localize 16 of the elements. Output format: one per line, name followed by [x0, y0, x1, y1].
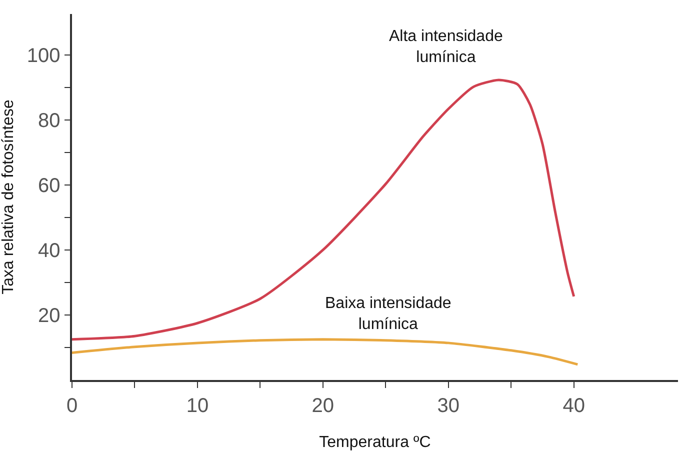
series-label: Alta intensidade lumínica [389, 28, 503, 66]
x-tick-label: 20 [312, 394, 334, 417]
x-tick-label: 30 [437, 394, 460, 417]
y-tick-label: 20 [38, 304, 60, 327]
line-series [72, 338, 579, 366]
x-tick-label: 10 [186, 394, 209, 417]
y-axis-title: Taxa relativa de fotosíntese [0, 100, 17, 294]
y-tick-label: 60 [38, 174, 60, 197]
y-tick-label: 80 [38, 110, 60, 132]
x-tick-label: 0 [66, 394, 78, 417]
x-tick-label: 40 [562, 394, 585, 417]
x-axis-title: Temperatura ºC [319, 434, 431, 451]
y-tick-label: 40 [38, 240, 60, 262]
line-series [72, 78, 576, 341]
y-tick-label: 100 [26, 44, 60, 67]
series-label: Baixa intensidade lumínica [325, 295, 452, 333]
